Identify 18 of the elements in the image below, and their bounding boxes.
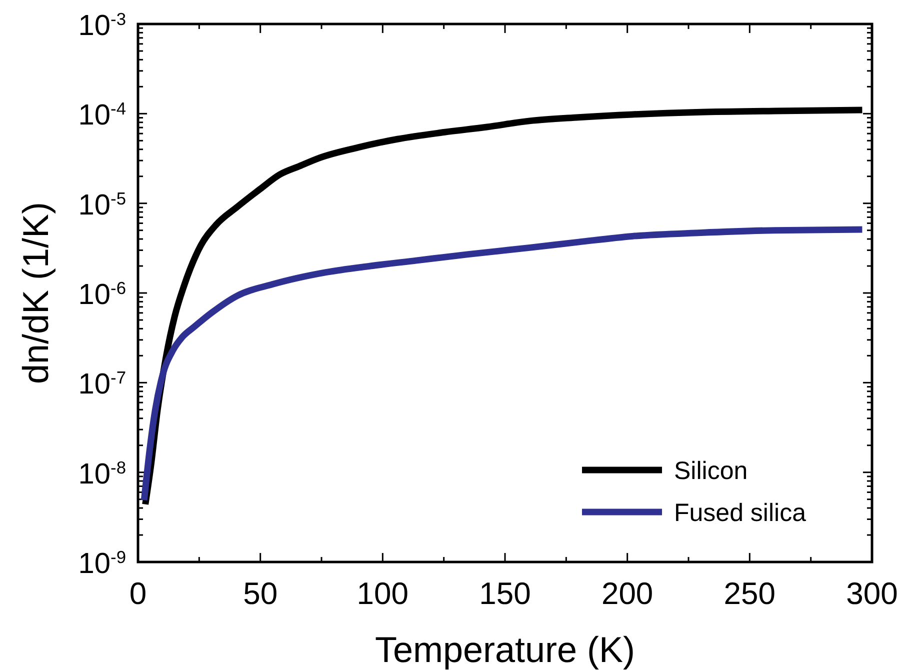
y-tick-label: 10$^{-3}$ xyxy=(78,9,126,42)
legend-label: Fused silica xyxy=(674,499,806,527)
y-tick-label: 10$^{-9}$ xyxy=(78,547,126,580)
x-tick-label: 200 xyxy=(601,576,654,611)
y-tick-label: 10$^{-6}$ xyxy=(78,278,126,311)
x-tick-label: 250 xyxy=(724,576,776,611)
y-axis-title: dn/dK (1/K) xyxy=(15,202,56,384)
y-tick-label: 10$^{-4}$ xyxy=(78,98,126,132)
legend-label: Silicon xyxy=(674,457,748,485)
x-tick-label: 50 xyxy=(243,576,278,611)
x-tick-label: 100 xyxy=(356,576,409,611)
y-tick-label: 10$^{-5}$ xyxy=(78,188,126,222)
x-tick-label: 150 xyxy=(479,576,531,611)
x-tick-label: 0 xyxy=(129,576,147,611)
y-tick-label: 10$^{-7}$ xyxy=(78,368,126,401)
x-tick-label: 300 xyxy=(846,576,898,611)
y-tick-label: 10$^{-8}$ xyxy=(78,457,126,490)
x-axis-title: Temperature (K) xyxy=(374,629,636,670)
